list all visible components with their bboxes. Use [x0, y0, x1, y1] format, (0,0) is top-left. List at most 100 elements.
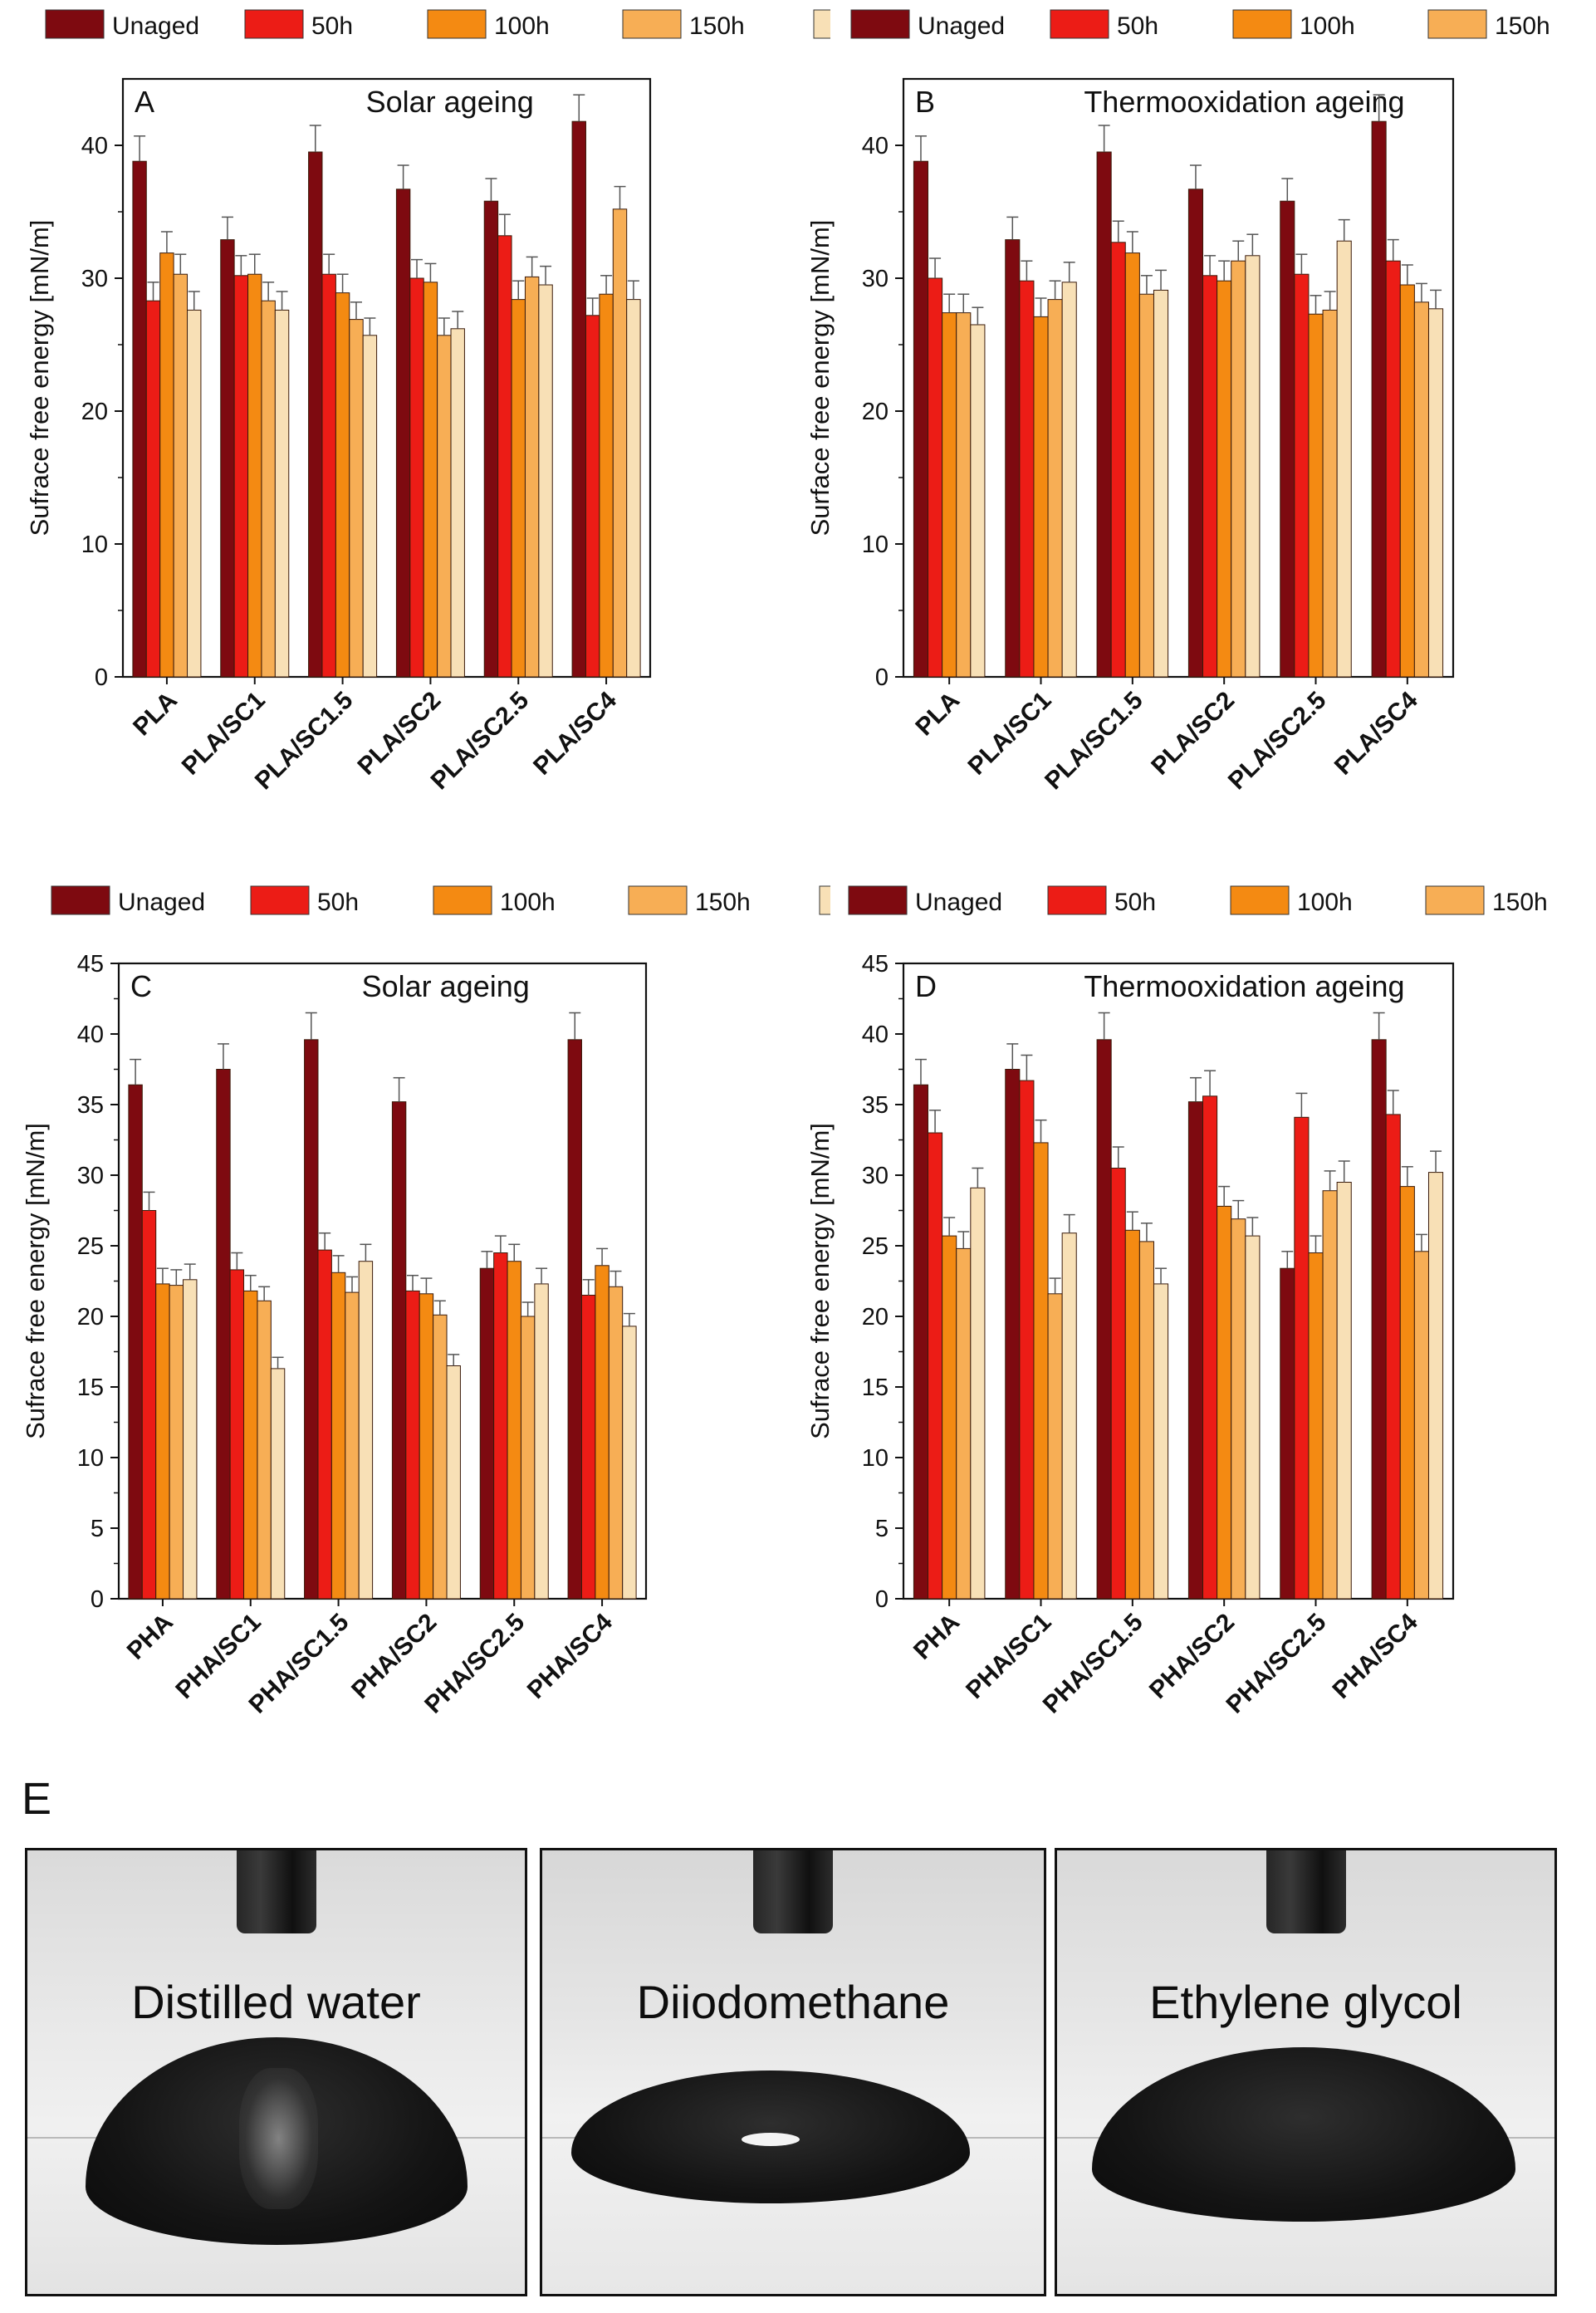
- chart-panel-c: Unaged50h100h150h200h051015202530354045S…: [21, 885, 830, 1719]
- x-tick-label: PLA/SC2.5: [1223, 687, 1332, 796]
- bar-50h-6: [580, 1295, 596, 1600]
- bar-unaged-1: [913, 1084, 929, 1600]
- bar-100h-1: [942, 312, 957, 678]
- x-tick-label: PHA/SC1: [170, 1609, 266, 1704]
- bar-unaged-5: [1280, 200, 1295, 678]
- bar-100h-4: [423, 282, 438, 678]
- y-axis-label: Sufrace free energy [mN/m]: [25, 220, 54, 537]
- bar-unaged-5: [483, 200, 499, 678]
- bar-unaged-6: [1371, 120, 1387, 678]
- y-tick-label: 45: [77, 951, 104, 978]
- bar-50h-6: [585, 315, 600, 678]
- chart-title: Solar ageing: [366, 85, 534, 119]
- syringe-needle-icon: [1266, 1850, 1346, 1933]
- bar-200h-4: [450, 328, 465, 678]
- bar-200h-6: [622, 1326, 637, 1600]
- y-tick-label: 40: [862, 133, 889, 159]
- legend-label-1: Unaged: [118, 889, 205, 916]
- legend-label-2: 50h: [1114, 889, 1156, 916]
- bar-50h-5: [497, 235, 512, 678]
- y-axis-label: Sufrace free energy [mN/m]: [805, 1123, 835, 1439]
- bar-200h-5: [534, 1283, 549, 1600]
- drop-reflection-icon: [742, 2133, 800, 2146]
- legend-swatch-3: [1230, 885, 1290, 915]
- bar-unaged-1: [128, 1084, 143, 1600]
- bar-200h-2: [274, 309, 290, 678]
- y-tick-label: 30: [81, 266, 108, 292]
- bar-150h-6: [1413, 301, 1429, 678]
- bar-150h-3: [349, 319, 364, 678]
- y-tick-label: 30: [77, 1163, 104, 1189]
- bar-100h-6: [599, 293, 614, 678]
- syringe-needle-icon: [753, 1850, 833, 1933]
- bar-100h-2: [247, 273, 262, 678]
- bar-50h-4: [409, 277, 424, 678]
- chart-title: Thermooxidation ageing: [1084, 969, 1404, 1003]
- bar-200h-2: [270, 1368, 286, 1600]
- legend-swatch-4: [622, 9, 682, 39]
- bar-unaged-6: [571, 120, 586, 678]
- bar-100h-3: [335, 292, 350, 678]
- legend-swatch-3: [427, 9, 487, 39]
- panel-letter: A: [135, 85, 154, 119]
- y-tick-label: 0: [875, 664, 889, 691]
- bar-200h-5: [1336, 1182, 1352, 1600]
- bar-50h-2: [233, 275, 249, 678]
- bar-200h-5: [538, 284, 553, 678]
- y-tick-label: 30: [862, 1163, 889, 1189]
- legend-label-2: 50h: [1117, 12, 1158, 40]
- bar-50h-1: [145, 300, 161, 678]
- x-tick-label: PLA/SC1: [963, 687, 1057, 781]
- bar-200h-3: [362, 335, 378, 678]
- bar-200h-4: [446, 1365, 461, 1600]
- bar-100h-4: [419, 1293, 434, 1600]
- chart-panel-b: Unaged50h100h150h200h010203040Surface fr…: [805, 9, 1550, 796]
- legend-label-4: 150h: [689, 12, 745, 40]
- drop-photo-diiodomethane: Diiodomethane: [540, 1848, 1046, 2296]
- bar-200h-6: [1427, 308, 1444, 678]
- bar-200h-1: [187, 309, 202, 678]
- bar-unaged-4: [391, 1101, 407, 1600]
- legend-swatch-1: [848, 885, 908, 915]
- bar-200h-1: [970, 1187, 986, 1600]
- legend-swatch-2: [250, 885, 310, 915]
- y-tick-label: 45: [862, 951, 889, 978]
- bar-unaged-3: [1096, 151, 1112, 678]
- bar-200h-4: [1245, 255, 1261, 678]
- y-tick-label: 40: [862, 1022, 889, 1048]
- bar-200h-2: [1061, 282, 1077, 678]
- bar-200h-3: [1153, 1283, 1169, 1600]
- bar-unaged-2: [1005, 239, 1021, 678]
- panel-e-label: E: [22, 1774, 52, 1824]
- bar-150h-6: [608, 1286, 624, 1600]
- bar-200h-5: [1336, 240, 1352, 678]
- bar-200h-1: [970, 324, 986, 678]
- bar-50h-2: [229, 1269, 245, 1600]
- bar-150h-2: [261, 300, 276, 678]
- bar-unaged-3: [308, 151, 323, 678]
- legend-label-4: 150h: [1495, 12, 1550, 40]
- y-tick-label: 20: [862, 399, 889, 425]
- panel-letter: D: [915, 969, 937, 1003]
- x-tick-label: PLA/SC1.5: [1040, 687, 1148, 796]
- x-tick-label: PHA/SC1.5: [1038, 1609, 1148, 1719]
- bar-100h-1: [159, 252, 174, 678]
- bar-50h-5: [493, 1252, 508, 1600]
- bar-150h-1: [173, 273, 188, 678]
- x-tick-label: PHA/SC4: [522, 1608, 619, 1704]
- plot-frame: [121, 77, 652, 679]
- y-tick-label: 10: [862, 1445, 889, 1472]
- bar-100h-3: [1124, 1229, 1140, 1600]
- bar-150h-6: [1413, 1251, 1429, 1600]
- bar-unaged-5: [479, 1267, 495, 1600]
- bar-150h-3: [1138, 1241, 1154, 1600]
- x-tick-label: PHA: [908, 1609, 965, 1665]
- y-tick-label: 25: [77, 1233, 104, 1260]
- bar-50h-2: [1019, 280, 1035, 678]
- bar-150h-4: [1231, 260, 1246, 678]
- legend-swatch-4: [1425, 885, 1485, 915]
- bar-150h-4: [433, 1314, 448, 1600]
- bar-100h-2: [1033, 1142, 1049, 1600]
- legend-swatch-2: [1050, 9, 1109, 39]
- bar-unaged-1: [132, 160, 147, 678]
